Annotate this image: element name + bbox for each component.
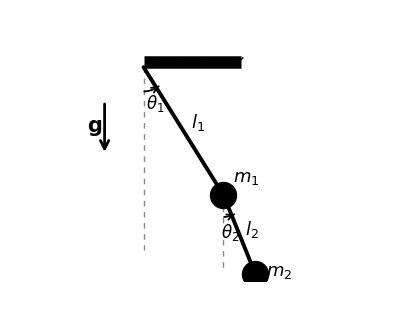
Text: $m_2$: $m_2$ [266,263,292,281]
Text: $m_1$: $m_1$ [233,168,260,186]
Point [220,192,227,198]
Point [252,271,259,276]
Text: $\mathbf{g}$: $\mathbf{g}$ [87,118,102,138]
Text: $\theta_2$: $\theta_2$ [221,222,240,243]
Text: $l_1$: $l_1$ [191,112,205,132]
Text: $\theta_1$: $\theta_1$ [146,93,164,113]
Text: $l_2$: $l_2$ [245,219,259,240]
